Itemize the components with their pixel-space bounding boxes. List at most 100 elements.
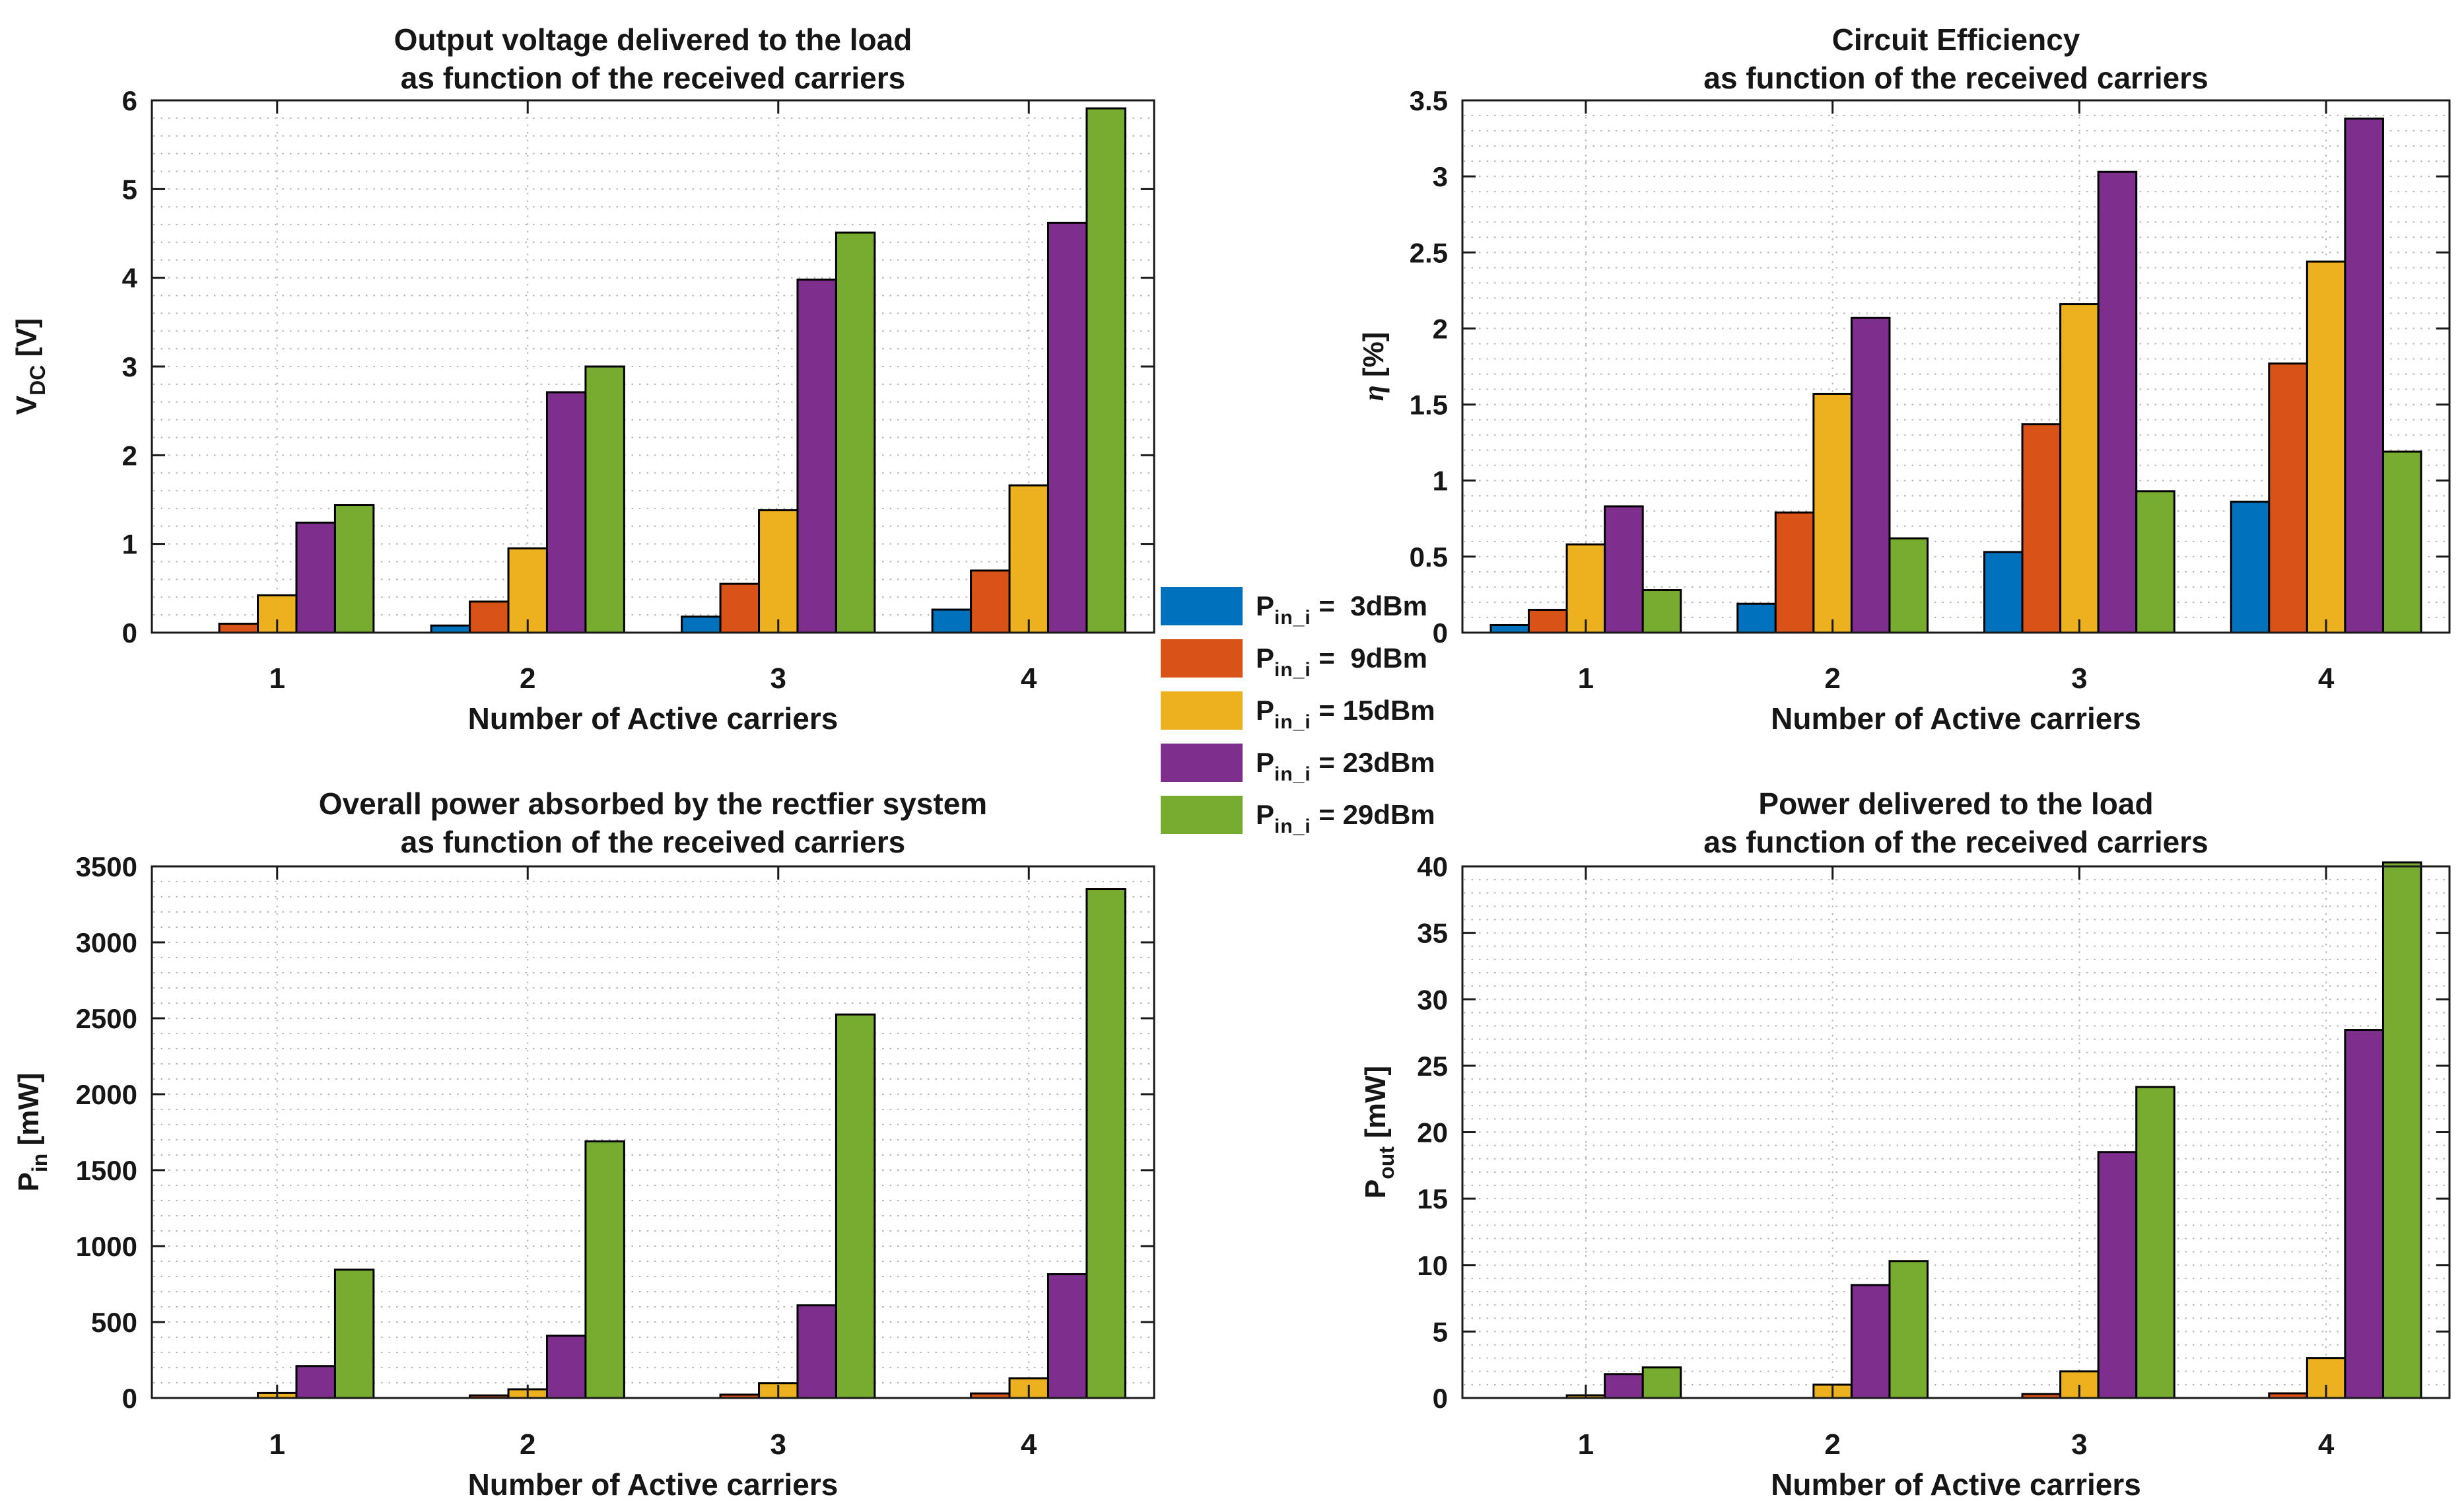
xtick-label: 4: [2318, 662, 2335, 695]
ytick-label: 1500: [76, 1155, 137, 1186]
bar-br-cat1-s4: [1641, 1366, 1682, 1399]
ytick-label: 5: [1433, 1316, 1448, 1347]
legend-label: Pin_i = 29dBm: [1256, 799, 1435, 837]
bar-br-cat4-s3: [2344, 1029, 2384, 1399]
xtick-label: 2: [1824, 1428, 1840, 1461]
ytick-label: 3000: [76, 927, 137, 958]
bar-tl-cat1-s3: [295, 521, 336, 634]
ytick-label: 1: [122, 529, 137, 560]
bar-bl-cat3-s4: [835, 1013, 876, 1399]
ytick-label: 3500: [76, 851, 137, 882]
chart-title-line1: Circuit Efficiency: [1832, 22, 2080, 57]
x-axis-label: Number of Active carriers: [1771, 701, 2141, 736]
bar-tl-cat3-s1: [719, 582, 761, 634]
chart-tr: 0 0.5 1 1.5 2 2.5 3 3.5 1 2 3 4 Circuit Efficiency as…: [1357, 22, 2451, 736]
ytick-label: 500: [91, 1307, 137, 1338]
axes-frame: [1461, 99, 2451, 634]
ytick-label: 25: [1417, 1051, 1448, 1082]
ytick-label: 1.5: [1410, 390, 1448, 421]
bar-tl-cat4-s0: [931, 608, 973, 634]
ytick-label: 0: [1433, 1383, 1448, 1414]
ytick-label: 0: [122, 617, 137, 648]
bar-tr-cat2-s3: [1850, 316, 1891, 634]
bar-tr-cat1-s1: [1528, 608, 1568, 634]
bar-br-cat2-s3: [1850, 1284, 1891, 1399]
ytick-label: 6: [122, 85, 137, 116]
bar-tr-cat3-s4: [2135, 490, 2175, 634]
legend-swatch-9dbm: [1161, 639, 1243, 678]
ytick-label: 0: [122, 1383, 137, 1414]
bar-tr-cat3-s0: [1983, 551, 2024, 634]
xtick-label: 3: [770, 1428, 786, 1461]
xtick-label: 4: [1021, 1428, 1037, 1461]
bar-bl-cat1-s4: [333, 1269, 375, 1399]
legend-swatch-3dbm: [1161, 587, 1243, 625]
bar-tr-cat1-s2: [1565, 543, 1606, 634]
bar-tl-cat2-s4: [584, 365, 625, 634]
bar-br-cat1-s3: [1604, 1373, 1644, 1399]
bar-bl-cat4-s4: [1085, 888, 1126, 1399]
bar-tr-cat2-s2: [1812, 392, 1853, 634]
ytick-label: 3.5: [1410, 85, 1448, 116]
bar-tl-cat4-s3: [1046, 221, 1088, 634]
ytick-label: 0.5: [1410, 541, 1448, 573]
legend-entry-9dbm: Pin_i = 9dBm: [1161, 639, 1435, 680]
legend-swatch-15dbm: [1161, 691, 1243, 730]
x-axis-label: Number of Active carriers: [468, 1467, 838, 1501]
chart-title-line2: as function of the received carriers: [401, 61, 905, 95]
bar-tl-cat1-s1: [218, 623, 259, 634]
bar-bl-cat1-s3: [295, 1365, 336, 1399]
x-axis-label: Number of Active carriers: [1771, 1467, 2141, 1501]
bar-tl-cat2-s2: [507, 547, 548, 634]
bar-tr-cat4-s1: [2268, 362, 2308, 634]
ytick-label: 20: [1417, 1117, 1448, 1148]
chart-title-line1: Output voltage delivered to the load: [394, 22, 912, 57]
bar-tl-cat3-s4: [835, 231, 876, 634]
bar-tr-cat1-s0: [1489, 623, 1530, 634]
y-axis-label: η [%]: [1357, 332, 1390, 401]
ytick-label: 3: [122, 351, 137, 382]
legend-entry-29dbm: Pin_i = 29dBm: [1161, 796, 1435, 837]
legend-entry-15dbm: Pin_i = 15dBm: [1161, 691, 1435, 732]
legend-label: Pin_i = 23dBm: [1256, 747, 1435, 785]
bar-tl-cat2-s0: [430, 624, 471, 634]
bar-tl-cat2-s3: [545, 391, 587, 634]
bar-tr-cat3-s2: [2059, 303, 2100, 634]
xtick-label: 1: [269, 662, 285, 695]
chart-title-line1: Overall power absorbed by the rectfier s…: [319, 786, 987, 821]
chart-br: 0 5 10 15 20 25 30 35 40 1 2 3 4 Power delivered to t…: [1359, 786, 2451, 1501]
bar-tr-cat2-s0: [1736, 602, 1777, 634]
bar-br-cat4-s4: [2381, 861, 2422, 1399]
ytick-label: 35: [1417, 918, 1448, 949]
ytick-label: 2.5: [1410, 237, 1448, 268]
bar-tl-cat4-s4: [1085, 107, 1126, 634]
legend-swatch-23dbm: [1161, 744, 1243, 782]
xtick-label: 1: [1578, 662, 1594, 695]
bar-tl-cat4-s1: [970, 569, 1011, 634]
ytick-label: 1000: [76, 1231, 137, 1262]
xtick-label: 4: [2318, 1428, 2335, 1461]
bar-br-cat3-s3: [2097, 1151, 2138, 1399]
ytick-label: 30: [1417, 984, 1448, 1015]
bar-br-cat2-s4: [1888, 1260, 1929, 1399]
bar-tr-cat1-s3: [1604, 505, 1644, 634]
bar-bl-cat2-s3: [545, 1335, 587, 1399]
chart-title-line2: as function of the received carriers: [1703, 825, 2208, 859]
legend-swatch-29dbm: [1161, 796, 1243, 834]
bar-tr-cat4-s4: [2381, 450, 2422, 634]
ytick-label: 0: [1433, 617, 1448, 648]
bar-br-cat3-s4: [2135, 1086, 2175, 1399]
ytick-label: 3: [1433, 161, 1448, 192]
legend-entry-23dbm: Pin_i = 23dBm: [1161, 744, 1435, 785]
chart-tl: 0 1 2 3 4 5 6 1 2 3 4 Output voltage delivered to t…: [11, 22, 1155, 736]
bar-tl-cat3-s3: [796, 278, 837, 634]
bar-tr-cat1-s4: [1641, 589, 1682, 634]
bar-tl-cat3-s2: [758, 509, 799, 634]
bar-tr-cat4-s3: [2344, 118, 2384, 634]
ytick-label: 4: [122, 263, 138, 294]
bar-tl-cat3-s0: [681, 615, 722, 634]
legend: Pin_i = 3dBm Pin_i = 9dBm Pin_i = 15dBm …: [1161, 587, 1435, 848]
chart-title-line2: as function of the received carriers: [401, 825, 905, 859]
